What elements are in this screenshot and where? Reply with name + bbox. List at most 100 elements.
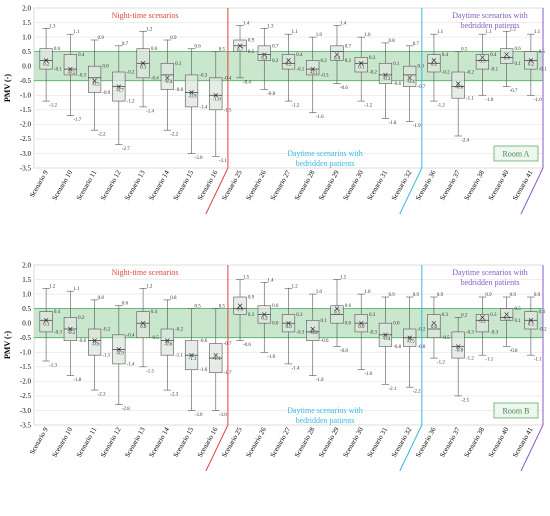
box-14: 1.0 0.3 0.1 -0.2 -1.2	[354, 33, 377, 109]
data-label-min: -1.4	[292, 366, 300, 371]
category-label: Scenario 36	[414, 426, 438, 459]
data-label-min: -2.4	[461, 139, 469, 144]
mean-marker	[189, 352, 194, 358]
data-label-q1: -0.3	[78, 73, 86, 78]
data-label-mean: 0.3	[504, 316, 511, 321]
data-label-q1: -0.1	[490, 68, 498, 73]
box-body	[87, 65, 102, 93]
box-body	[209, 77, 223, 111]
box-body	[257, 45, 271, 61]
data-label-min: -1.8	[388, 121, 396, 126]
data-label-mean: -0.5	[407, 340, 415, 345]
data-label-q1: -0.6	[393, 82, 401, 87]
data-label-mean: 0.6	[237, 308, 244, 313]
data-label-q1: -0.3	[369, 330, 377, 335]
data-label-max: 1.2	[49, 284, 56, 289]
data-label-q1: -0.8	[175, 88, 183, 93]
data-label-mean: 0.3	[479, 59, 486, 64]
box-2: 1.1 0.4 -0.1 -0.3 -1.7	[63, 30, 87, 123]
box-13: 1.5 0.6 0.5 0.0 -0.8	[330, 276, 352, 354]
data-label-min: -0.6	[243, 343, 251, 348]
data-label-min: -1.6	[316, 115, 324, 120]
data-label-max: 0.2	[461, 313, 468, 318]
data-label-min: -0.6	[340, 86, 348, 91]
data-label-min: -1.8	[73, 378, 81, 383]
data-label-q3: 0.4	[539, 310, 546, 315]
data-label-max: 1.3	[267, 24, 274, 29]
group-separator-end	[520, 8, 544, 215]
mean-marker	[455, 81, 461, 86]
data-label-min: -1.9	[413, 124, 421, 129]
mean-marker	[165, 338, 170, 343]
category-label: Scenario 13	[123, 426, 147, 459]
category-label: Scenario 37	[438, 169, 462, 202]
box-body	[403, 65, 417, 87]
data-label-mean: -0.8	[455, 348, 463, 353]
room-label-text: Room B	[503, 407, 530, 416]
data-label-q3: 0.4	[78, 53, 85, 58]
data-label-min: -1.0	[267, 355, 275, 360]
data-label-max: 1.1	[485, 30, 492, 35]
data-label-q3: 0.3	[442, 313, 449, 318]
mean-marker	[359, 320, 364, 326]
data-label-min: -1.0	[534, 98, 542, 103]
data-label-min: -3.0	[195, 156, 203, 161]
box-body	[87, 328, 102, 356]
data-label-q3: 0.0	[393, 322, 400, 327]
data-label-max: 0.5	[219, 48, 226, 53]
data-label-max: 1.4	[243, 21, 250, 26]
y-tick-label: 2.0	[22, 261, 31, 269]
data-label-mean: -1.0	[213, 97, 221, 102]
category-label: Scenario 11	[75, 169, 99, 202]
data-label-max: 1.0	[364, 290, 371, 295]
data-label-q1: -0.2	[442, 71, 450, 76]
data-label-max: 0.5	[461, 48, 468, 53]
daytime-mid-annotation: Daytime scenarios with bedridden patients	[287, 149, 363, 168]
data-label-min: -0.4	[243, 80, 251, 85]
data-label-mean: -0.7	[116, 89, 124, 94]
data-label-q1: -1.6	[199, 368, 207, 373]
data-label-q3: 0.4	[54, 310, 61, 315]
category-label: Scenario 41	[511, 426, 535, 459]
data-label-min: -1.6	[364, 372, 372, 377]
data-label-max: 0.8	[98, 296, 105, 301]
box-13: 1.4 0.7 0.4 0.2 -0.6	[330, 21, 352, 91]
category-label: Scenario 25	[220, 426, 244, 459]
room-label: Room A	[493, 145, 539, 162]
group-separator-1	[205, 8, 229, 215]
data-label-q3: 0.6	[514, 47, 521, 52]
data-label-mean: 0.0	[358, 325, 365, 330]
data-label-max: 1.5	[243, 276, 250, 281]
data-label-q1: 0.1	[514, 319, 521, 324]
data-label-max: 0.9	[170, 36, 177, 41]
mean-marker	[237, 43, 243, 49]
data-label-q1: -0.3	[296, 330, 304, 335]
data-label-q1: -0.1	[54, 68, 62, 73]
data-label-q1: -0.2	[369, 71, 377, 76]
category-label: Scenario 16	[196, 169, 220, 202]
group-separator-end	[520, 265, 544, 472]
data-label-max: 1.1	[534, 30, 541, 35]
data-label-q3: -0.2	[466, 71, 474, 76]
data-label-mean: 0.1	[358, 65, 365, 70]
y-tick-label: -3.5	[20, 421, 32, 429]
box-body	[354, 57, 368, 73]
data-label-max: 0.8	[170, 296, 177, 301]
data-label-mean: -0.6	[455, 86, 463, 91]
box-9: 1.5 0.9 0.6 0.3 -0.6	[233, 276, 255, 348]
mean-marker	[504, 312, 509, 317]
y-tick-label: 0.5	[22, 48, 31, 56]
box-6: 0.8 -0.2 -0.6 -1.1 -2.3	[160, 296, 184, 398]
box-11: 1.1 0.40.2-0.1 -1.2	[281, 30, 305, 109]
mean-marker	[286, 58, 291, 63]
box-body	[160, 328, 174, 356]
category-label: Scenario 11	[75, 426, 99, 459]
box-18: 0.5 -0.2 -0.6 -1.1 -2.4	[451, 48, 474, 144]
data-label-mean: -0.4	[407, 80, 415, 85]
data-label-mean: -0.6	[164, 343, 172, 348]
mean-marker	[116, 84, 122, 89]
data-label-min: -1.5	[146, 369, 154, 374]
data-label-max: 1.2	[510, 27, 517, 32]
data-label-q3: -0.2	[175, 328, 183, 333]
box-1: 1.3 0.6 0.2 -0.1 -1.2	[39, 24, 62, 109]
